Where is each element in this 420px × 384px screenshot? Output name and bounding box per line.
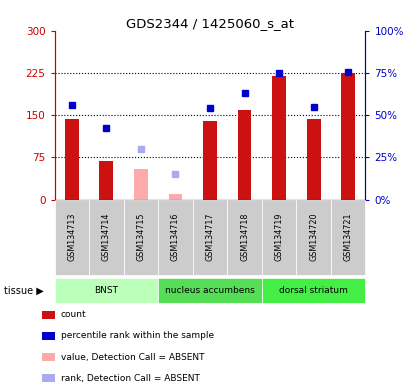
Bar [272, 76, 286, 200]
Text: count: count [61, 310, 87, 319]
Text: tissue ▶: tissue ▶ [4, 286, 44, 296]
Text: percentile rank within the sample: percentile rank within the sample [61, 331, 214, 341]
Text: GSM134720: GSM134720 [309, 213, 318, 262]
Text: GSM134713: GSM134713 [67, 213, 76, 261]
Text: GSM134718: GSM134718 [240, 213, 249, 261]
Text: dorsal striatum: dorsal striatum [279, 286, 348, 295]
Text: BNST: BNST [94, 286, 118, 295]
Bar [203, 121, 217, 200]
Text: GSM134714: GSM134714 [102, 213, 111, 261]
Text: nucleus accumbens: nucleus accumbens [165, 286, 255, 295]
Text: GSM134721: GSM134721 [344, 213, 353, 262]
Bar [100, 161, 113, 200]
Title: GDS2344 / 1425060_s_at: GDS2344 / 1425060_s_at [126, 17, 294, 30]
Text: value, Detection Call = ABSENT: value, Detection Call = ABSENT [61, 353, 205, 362]
Text: GSM134715: GSM134715 [136, 213, 145, 262]
Text: GSM134716: GSM134716 [171, 213, 180, 261]
Text: GSM134717: GSM134717 [205, 213, 215, 262]
Bar [238, 109, 252, 200]
Text: rank, Detection Call = ABSENT: rank, Detection Call = ABSENT [61, 374, 200, 383]
Bar [341, 73, 355, 200]
Bar [134, 169, 148, 200]
Text: GSM134719: GSM134719 [275, 213, 284, 262]
Bar [307, 119, 320, 200]
Bar [168, 194, 182, 200]
Bar [65, 119, 79, 200]
